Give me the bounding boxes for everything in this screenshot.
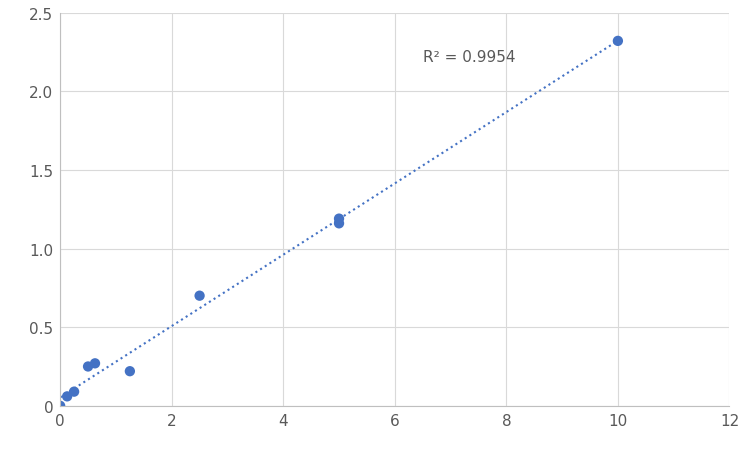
Point [68, 388, 80, 396]
Point [124, 368, 136, 375]
Point [193, 292, 205, 299]
Point [54, 402, 66, 410]
Point [89, 360, 101, 367]
Text: R² = 0.9954: R² = 0.9954 [423, 50, 515, 65]
Point [82, 363, 94, 370]
Point [333, 220, 345, 227]
Point [61, 393, 73, 400]
Point [333, 216, 345, 223]
Point [612, 38, 624, 46]
